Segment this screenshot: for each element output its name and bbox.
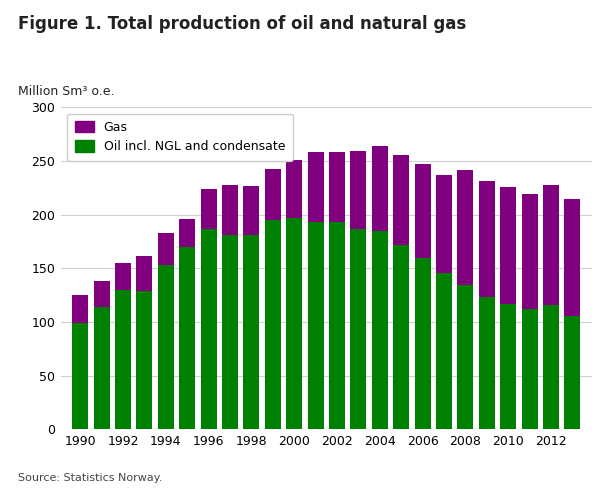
Bar: [286, 218, 303, 429]
Text: Million Sm³ o.e.: Million Sm³ o.e.: [18, 84, 115, 98]
Bar: [307, 152, 324, 222]
Bar: [243, 186, 259, 235]
Bar: [137, 256, 152, 291]
Bar: [372, 146, 388, 231]
Bar: [500, 304, 516, 429]
Bar: [201, 189, 217, 229]
Bar: [500, 187, 516, 304]
Bar: [522, 309, 537, 429]
Bar: [137, 291, 152, 429]
Bar: [350, 151, 367, 229]
Text: Figure 1. Total production of oil and natural gas: Figure 1. Total production of oil and na…: [18, 15, 467, 33]
Bar: [158, 265, 174, 429]
Bar: [179, 219, 195, 247]
Bar: [72, 323, 88, 429]
Bar: [329, 222, 345, 429]
Bar: [522, 194, 537, 309]
Bar: [458, 170, 473, 285]
Bar: [115, 290, 131, 429]
Bar: [329, 152, 345, 222]
Bar: [458, 285, 473, 429]
Bar: [415, 258, 431, 429]
Bar: [201, 229, 217, 429]
Bar: [93, 281, 110, 307]
Bar: [265, 168, 281, 220]
Bar: [307, 222, 324, 429]
Bar: [372, 231, 388, 429]
Bar: [415, 164, 431, 258]
Bar: [436, 273, 452, 429]
Bar: [222, 235, 238, 429]
Legend: Gas, Oil incl. NGL and condensate: Gas, Oil incl. NGL and condensate: [67, 114, 293, 161]
Bar: [158, 233, 174, 265]
Bar: [222, 184, 238, 235]
Bar: [286, 160, 303, 218]
Bar: [93, 307, 110, 429]
Text: Source: Statistics Norway.: Source: Statistics Norway.: [18, 473, 163, 483]
Bar: [564, 316, 581, 429]
Bar: [436, 175, 452, 273]
Bar: [393, 245, 409, 429]
Bar: [179, 247, 195, 429]
Bar: [564, 199, 581, 316]
Bar: [115, 263, 131, 290]
Bar: [72, 295, 88, 323]
Bar: [479, 182, 495, 297]
Bar: [350, 229, 367, 429]
Bar: [543, 184, 559, 305]
Bar: [243, 235, 259, 429]
Bar: [265, 220, 281, 429]
Bar: [393, 155, 409, 245]
Bar: [543, 305, 559, 429]
Bar: [479, 297, 495, 429]
